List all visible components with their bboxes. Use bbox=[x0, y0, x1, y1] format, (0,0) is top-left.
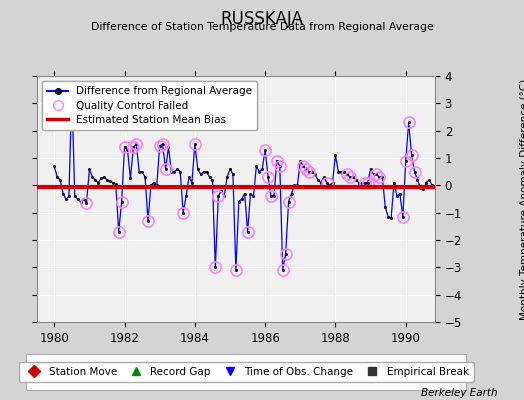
FancyBboxPatch shape bbox=[26, 354, 466, 390]
Legend: Difference from Regional Average, Quality Control Failed, Estimated Station Mean: Difference from Regional Average, Qualit… bbox=[42, 81, 257, 130]
Y-axis label: Monthly Temperature Anomaly Difference (°C): Monthly Temperature Anomaly Difference (… bbox=[520, 78, 524, 320]
Text: RUSSKAJA: RUSSKAJA bbox=[221, 10, 303, 28]
Text: Berkeley Earth: Berkeley Earth bbox=[421, 388, 498, 398]
Text: Difference of Station Temperature Data from Regional Average: Difference of Station Temperature Data f… bbox=[91, 22, 433, 32]
Legend: Station Move, Record Gap, Time of Obs. Change, Empirical Break: Station Move, Record Gap, Time of Obs. C… bbox=[19, 362, 474, 382]
